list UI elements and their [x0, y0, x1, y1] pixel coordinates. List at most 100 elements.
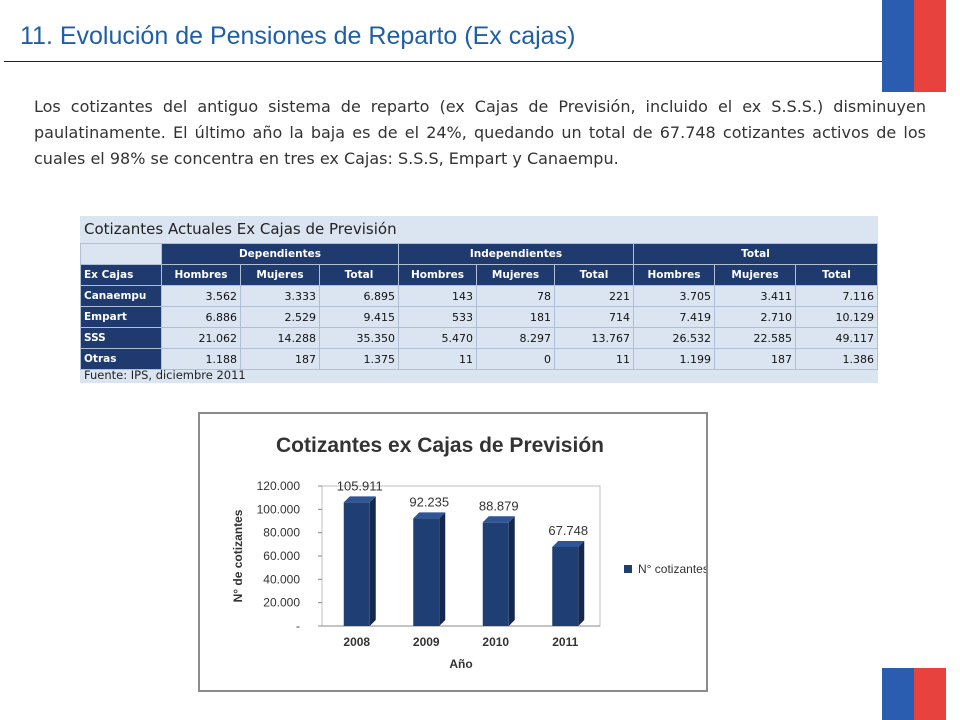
data-label: 67.748 [548, 523, 588, 538]
table-cell: 2.529 [240, 306, 320, 328]
y-tick-label: 20.000 [263, 596, 300, 610]
bar-chart: Cotizantes ex Cajas de Previsión - 20.000 4… [231, 434, 706, 671]
x-axis-title: Año [449, 657, 472, 671]
x-tick-label: 2008 [343, 635, 370, 649]
row-label: SSS [80, 327, 162, 349]
column-header: Mujeres [714, 264, 796, 286]
bar-top [552, 540, 585, 547]
table-cell: 714 [554, 306, 634, 328]
data-label: 105.911 [337, 478, 383, 493]
table-cell: 22.585 [714, 327, 796, 349]
table-cell: 6.886 [161, 306, 241, 328]
column-header: Total [319, 264, 399, 286]
table-cell: 2.710 [714, 306, 796, 328]
table-cell: 7.419 [633, 306, 715, 328]
table-cell: 8.297 [476, 327, 555, 349]
data-label: 88.879 [479, 498, 519, 513]
table-corner-cell [80, 243, 162, 265]
flag-blue-stripe [882, 0, 914, 92]
bar-side [508, 516, 515, 626]
cotizantes-table: Dependientes Independientes Total Ex Caj… [80, 243, 879, 370]
slide-title: 11. Evolución de Pensiones de Reparto (E… [20, 22, 576, 50]
row-label: Otras [80, 348, 162, 370]
table-cell: 3.705 [633, 285, 715, 307]
table-row: SSS 21.062 14.288 35.350 5.470 8.297 13.… [80, 327, 879, 349]
table-cell: 13.767 [554, 327, 634, 349]
table-cell: 35.350 [319, 327, 399, 349]
table-cell: 187 [714, 348, 796, 370]
intro-paragraph: Los cotizantes del antiguo sistema de re… [34, 97, 926, 168]
bar-side [578, 540, 585, 626]
bar-top [413, 512, 446, 519]
bar-top [343, 496, 376, 503]
x-tick-label: 2010 [482, 635, 509, 649]
table-cell: 533 [398, 306, 477, 328]
table-cell: 11 [554, 348, 634, 370]
column-header: Mujeres [476, 264, 555, 286]
bar-side [439, 512, 446, 626]
table-cell: 181 [476, 306, 555, 328]
x-tick-label: 2009 [413, 635, 440, 649]
column-header: Hombres [398, 264, 477, 286]
bar-side [369, 496, 376, 626]
chile-flag-logo-top [882, 0, 946, 92]
table-cell: 26.532 [633, 327, 715, 349]
table-cell: 3.562 [161, 285, 241, 307]
table-row: Otras 1.188 187 1.375 11 0 11 1.199 187 … [80, 348, 879, 370]
y-tick-label: 60.000 [263, 549, 300, 563]
column-header: Total [554, 264, 634, 286]
legend-label: N° cotizantes [638, 562, 706, 576]
row-label: Empart [80, 306, 162, 328]
table-row: Canaempu 3.562 3.333 6.895 143 78 221 3.… [80, 285, 879, 307]
bar [482, 522, 509, 626]
y-tick-label: 80.000 [263, 526, 300, 540]
column-header: Total [794, 264, 879, 286]
y-axis-title: N° de cotizantes [231, 509, 245, 602]
bar-chart-frame: Cotizantes ex Cajas de Previsión - 20.000 4… [198, 412, 708, 692]
y-tick-label: 40.000 [263, 572, 300, 586]
y-tick-label: 120.000 [257, 479, 301, 493]
y-tick-label: - [296, 619, 300, 633]
flag-red-stripe [914, 0, 946, 92]
group-header-independientes: Independientes [398, 243, 634, 265]
table-cell: 0 [476, 348, 555, 370]
bar [343, 502, 370, 626]
table-cell: 9.415 [319, 306, 399, 328]
table-cell: 21.062 [161, 327, 241, 349]
chile-flag-logo-bottom [882, 668, 946, 720]
title-divider [4, 61, 892, 62]
column-header: Hombres [633, 264, 715, 286]
table-cell: 10.129 [794, 306, 879, 328]
table-cell: 5.470 [398, 327, 477, 349]
table-cell: 6.895 [319, 285, 399, 307]
data-label: 92.235 [409, 494, 449, 509]
legend-swatch [624, 565, 632, 573]
table-source-note: Fuente: IPS, diciembre 2011 [84, 368, 246, 382]
table-cell: 1.375 [319, 348, 399, 370]
group-header-dependientes: Dependientes [161, 243, 399, 265]
table-cell: 78 [476, 285, 555, 307]
column-header: Mujeres [240, 264, 320, 286]
table-cell: 143 [398, 285, 477, 307]
row-header-label: Ex Cajas [80, 264, 162, 286]
chart-title: Cotizantes ex Cajas de Previsión [276, 434, 604, 457]
group-header-total: Total [632, 243, 879, 265]
bar [552, 546, 579, 626]
column-header: Hombres [161, 264, 241, 286]
bar-top [482, 516, 515, 523]
table-cell: 1.188 [161, 348, 241, 370]
table-cell: 14.288 [240, 327, 320, 349]
table-cell: 3.333 [240, 285, 320, 307]
x-tick-label: 2011 [552, 635, 578, 649]
flag-blue-stripe [882, 668, 914, 720]
table-cell: 3.411 [714, 285, 796, 307]
flag-red-stripe [914, 668, 946, 720]
y-tick-label: 100.000 [257, 502, 301, 516]
table-cell: 49.117 [794, 327, 879, 349]
table-row: Empart 6.886 2.529 9.415 533 181 714 7.4… [80, 306, 879, 328]
table-cell: 1.199 [633, 348, 715, 370]
bar [413, 518, 440, 626]
data-table-panel: Cotizantes Actuales Ex Cajas de Previsió… [80, 216, 879, 383]
row-label: Canaempu [80, 285, 162, 307]
table-cell: 11 [398, 348, 477, 370]
